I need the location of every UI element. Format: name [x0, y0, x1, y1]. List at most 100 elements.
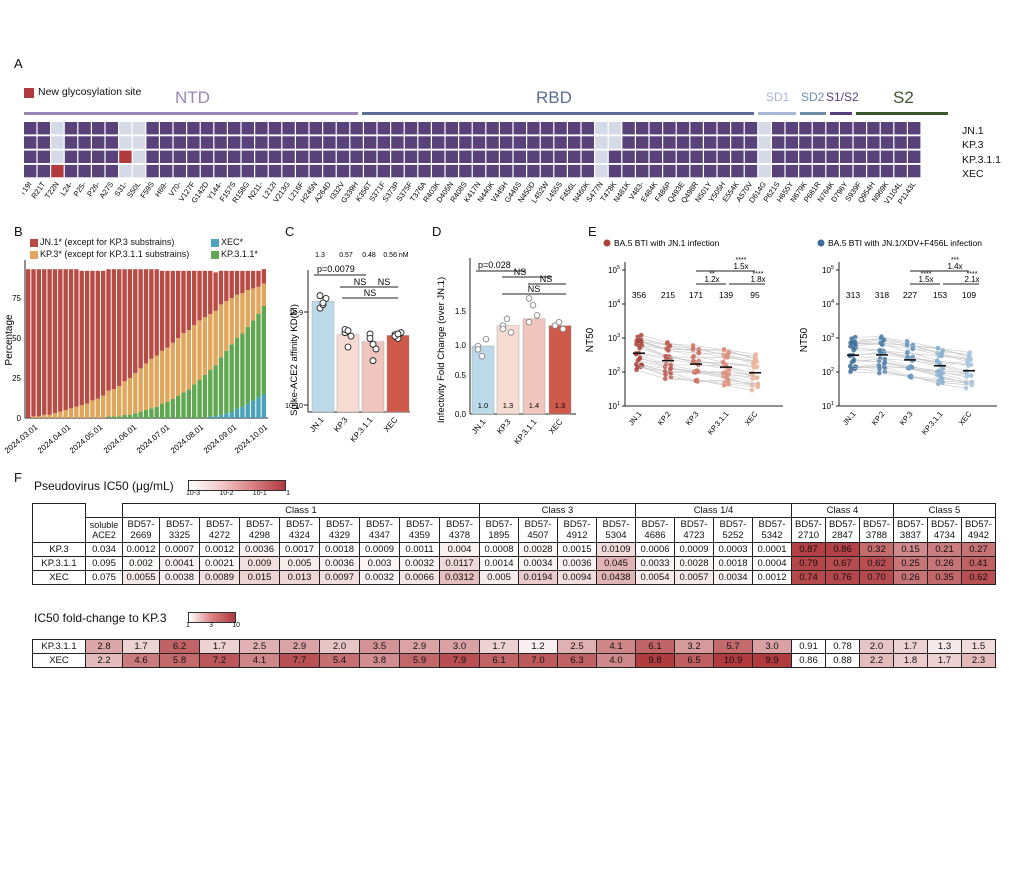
mutation-cell — [595, 122, 608, 135]
class-header: Class 5 — [893, 503, 996, 518]
mutation-cell — [622, 164, 635, 178]
sig-stars: **** — [921, 271, 932, 278]
mutation-cell — [690, 122, 703, 135]
sample-point — [690, 347, 696, 352]
affinity-point — [372, 345, 380, 353]
mutation-cell — [717, 136, 730, 149]
mutation-cell — [704, 136, 717, 149]
prevalence-bar — [127, 378, 133, 415]
mutation-cell — [377, 122, 390, 135]
prevalence-bar — [26, 269, 31, 418]
mutation-cell — [418, 122, 431, 135]
prevalence-bar — [36, 416, 42, 418]
antibody-header: BD57- 4272 — [199, 517, 240, 543]
mutation-cell — [214, 164, 227, 178]
sample-point — [850, 345, 856, 350]
mutation-cell — [649, 136, 662, 149]
fold-cell: 0.78 — [825, 639, 860, 654]
sample-point — [696, 350, 701, 356]
mutation-cell — [282, 150, 295, 163]
mutation-cell — [445, 122, 458, 135]
mutation-cell — [812, 164, 826, 178]
mutation-cell — [568, 136, 581, 149]
antibody-header: BD57- 3837 — [893, 517, 928, 543]
variant-row-label: KP.3 — [32, 542, 86, 557]
panel-label-a: A — [14, 56, 23, 71]
domain-sd2-bar — [800, 112, 826, 115]
ic50-cell: 0.009 — [239, 556, 280, 571]
mutation-cell — [24, 122, 37, 135]
mutation-cell — [908, 150, 921, 163]
panel-label-e: E — [588, 224, 597, 239]
ytick-label: 103 — [608, 333, 620, 343]
prevalence-bar — [90, 400, 95, 418]
prevalence-bar — [229, 270, 234, 298]
sample-point — [638, 332, 644, 338]
sample-point — [662, 376, 668, 382]
mutation-cell — [880, 122, 894, 135]
fold-cell: 3.0 — [752, 639, 792, 654]
mutation-cell — [51, 122, 64, 135]
ic50-cell: 0.0312 — [439, 570, 480, 585]
fold-cell: 1.3 — [927, 639, 962, 654]
prevalence-bar — [245, 326, 250, 404]
mutation-cell — [581, 122, 594, 135]
ns-1: NS — [354, 277, 367, 287]
antibody-header: BD57- 4324 — [279, 517, 320, 543]
sample-point — [668, 362, 674, 368]
prevalence-bar — [208, 370, 213, 417]
panel-label-b: B — [14, 224, 23, 239]
mutation-cell — [404, 164, 418, 178]
xtick-jn1: JN.1 — [308, 415, 326, 434]
antibody-header: BD57- 4347 — [359, 517, 400, 543]
mutation-cell — [146, 150, 159, 163]
mutation-cell — [731, 122, 744, 135]
mutation-cell — [812, 136, 826, 149]
fold-cell: 2.0 — [859, 639, 894, 654]
sample-point — [904, 342, 910, 348]
domain-ntd-label: NTD — [175, 88, 210, 107]
ns-3: NS — [364, 288, 377, 298]
mutation-cell — [323, 122, 336, 135]
mutation-cell — [840, 164, 853, 178]
mutation-cell — [418, 150, 431, 163]
mutation-cell — [37, 122, 50, 135]
ic50-cell: 0.0036 — [319, 556, 360, 571]
sample-point — [667, 343, 673, 349]
ic50-cell: 0.0014 — [479, 556, 519, 571]
ytick-1e-10: 10-10 — [285, 403, 303, 410]
xtick-label: KP.3.1.1 — [920, 410, 945, 437]
ic50-cell: 0.003 — [359, 556, 400, 571]
prevalence-bar — [234, 294, 240, 338]
ic50-cell: 0.0018 — [713, 556, 753, 571]
prevalence-bar — [240, 293, 245, 334]
mutation-cell — [282, 164, 295, 178]
gmt-label: 356 — [632, 290, 646, 300]
mutation-cell — [51, 164, 64, 178]
mutation-cell — [772, 136, 785, 149]
sample-point — [964, 374, 969, 380]
prevalence-bar — [175, 395, 181, 418]
infectivity-bar-label: 1.0 — [478, 401, 488, 410]
sample-point — [881, 337, 887, 343]
sample-point — [725, 378, 731, 383]
mutation-cell — [336, 136, 350, 149]
ytick-0.5: 0.5 — [455, 371, 467, 380]
sample-point — [754, 375, 760, 380]
mutation-cell — [880, 164, 894, 178]
mutation-cell — [785, 122, 798, 135]
prevalence-bar — [79, 405, 84, 418]
mutation-cell — [812, 150, 826, 163]
prevalence-bar — [218, 270, 224, 305]
mutation-cell — [568, 164, 581, 178]
variant-row-label: KP.3.1.1 — [32, 556, 86, 571]
mutation-cell — [432, 164, 445, 178]
mutation-cell — [105, 136, 118, 149]
infectivity-point — [507, 329, 515, 336]
legend-xec-swatch — [211, 239, 219, 247]
mutation-cell — [676, 150, 690, 163]
antibody-header: BD57- 4359 — [399, 517, 440, 543]
sample-point — [877, 366, 882, 372]
mutation-cell — [799, 150, 812, 163]
ic50-cell: 0.0034 — [713, 570, 753, 585]
